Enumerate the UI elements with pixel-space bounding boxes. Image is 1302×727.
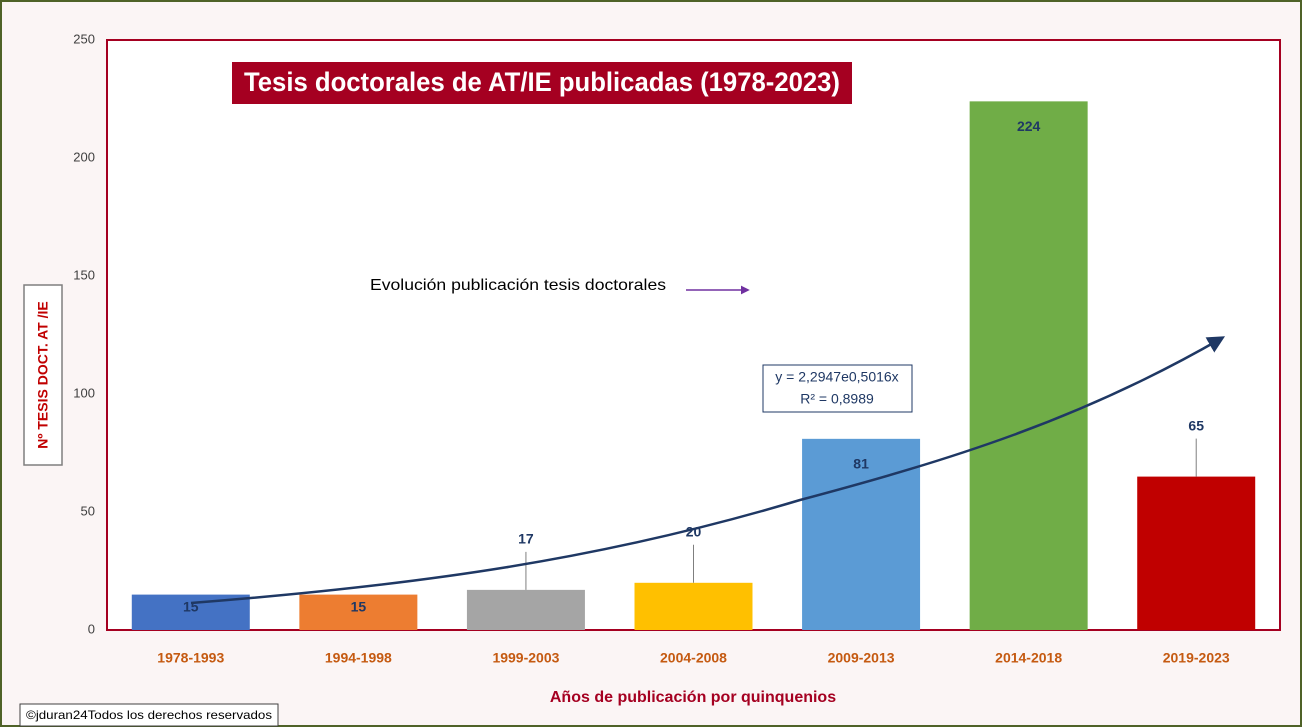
x-tick-label: 2004-2008	[660, 650, 727, 666]
trendline	[190, 336, 1226, 605]
bar	[969, 101, 1088, 631]
y-label-box	[23, 284, 63, 466]
value-label: 20	[686, 524, 702, 540]
footer: ©jduran24Todos los derechos reservados	[26, 708, 272, 722]
x-tick-label: 1978-1993	[157, 650, 224, 666]
y-axis-label: Nº TESIS DOCT. AT /IE	[35, 301, 51, 448]
value-label: 15	[351, 598, 367, 614]
value-label: 81	[853, 456, 869, 472]
annotation: Evolución publicación tesis doctorales	[370, 277, 666, 294]
y-tick-label: 0	[88, 621, 95, 636]
value-label: 65	[1188, 417, 1204, 433]
trendline-r2: R² = 0,8989	[800, 391, 874, 407]
x-tick-label: 1994-1998	[325, 650, 392, 666]
trendline-box	[762, 364, 913, 413]
bars	[131, 101, 1256, 631]
y-tick-label: 150	[73, 267, 95, 282]
y-tick-label: 250	[73, 31, 95, 46]
bar	[299, 594, 418, 630]
chart-title: Tesis doctorales de AT/IE publicadas (19…	[244, 67, 840, 97]
bar	[1137, 476, 1256, 630]
y-tick-label: 50	[81, 503, 95, 518]
bar	[634, 582, 753, 630]
x-tick-label: 2014-2018	[995, 650, 1062, 666]
bar	[466, 589, 585, 630]
plot-area	[106, 39, 1281, 631]
value-label: 224	[1017, 118, 1041, 134]
value-label: 15	[183, 598, 199, 614]
x-tick-label: 2009-2013	[828, 650, 895, 666]
y-tick-label: 100	[73, 385, 95, 400]
y-tick-label: 200	[73, 149, 95, 164]
title-box	[232, 62, 852, 104]
x-tick-label: 1999-2003	[492, 650, 559, 666]
trendline-equation: y = 2,2947e0,5016x	[775, 369, 898, 385]
footer-box	[19, 703, 279, 727]
value-label: 17	[518, 531, 534, 547]
x-tick-label: 2019-2023	[1163, 650, 1230, 666]
x-axis-label: Años de publicación por quinquenios	[550, 689, 836, 706]
